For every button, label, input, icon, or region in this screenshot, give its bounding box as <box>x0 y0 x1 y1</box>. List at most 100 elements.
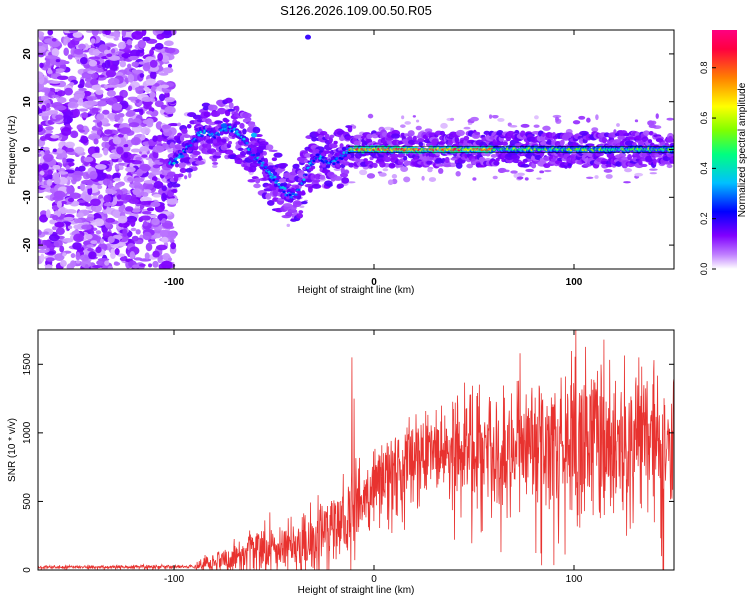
spectrogram-blob <box>237 147 244 151</box>
spectrogram-blob <box>608 132 618 138</box>
spectrogram-blob <box>50 134 60 139</box>
x-tick-label: -100 <box>164 277 184 288</box>
spectrogram-blob <box>73 218 83 224</box>
spectrogram-blob <box>172 188 178 194</box>
spectrogram-blob <box>139 215 151 221</box>
spectrogram-blob <box>216 136 222 141</box>
spectrogram-blob <box>312 179 321 183</box>
spectrogram-blob <box>226 143 231 149</box>
spectrogram-blob <box>167 123 179 127</box>
spectrogram-blob <box>123 143 129 148</box>
spectrogram-blob <box>135 229 141 235</box>
spectrogram-blob <box>585 176 594 179</box>
spectrogram-blob <box>421 175 425 181</box>
spectrogram-blob <box>152 151 159 159</box>
spectrogram-blob <box>152 145 165 153</box>
spectrogram-blob <box>509 125 518 128</box>
spectrogram-blob <box>400 166 409 173</box>
spectrogram-blob <box>129 251 136 259</box>
spectrogram-blob <box>151 176 158 182</box>
spectrogram-blob <box>346 181 356 184</box>
spectrogram-blob <box>301 201 308 205</box>
spectrogram-blob <box>38 174 43 183</box>
spectrogram-blob <box>161 236 169 243</box>
spectrogram-blob <box>127 176 133 182</box>
spectrogram-blob <box>78 165 86 172</box>
spectrogram-blob <box>391 174 398 179</box>
spectrogram-blob <box>227 140 233 145</box>
x-tick-label: 0 <box>371 574 377 585</box>
spectrogram-blob <box>525 168 534 173</box>
spectrogram-blob <box>53 239 63 248</box>
spectrogram-blob <box>167 257 173 262</box>
spectrogram-blob <box>234 105 240 113</box>
spectrogram-blob <box>146 207 155 212</box>
spectrogram-blob <box>239 122 245 129</box>
spectrogram-blob <box>46 179 53 187</box>
spectrogram-blob <box>208 104 218 111</box>
spectrogram-blob <box>64 209 77 214</box>
spectrogram-blob <box>440 122 448 129</box>
spectrogram-blob <box>510 170 518 174</box>
snr-plot-area <box>38 330 674 570</box>
spectrogram-blob <box>212 164 218 168</box>
spectrogram-blob <box>455 171 461 177</box>
spectrogram-blob <box>38 153 42 157</box>
spectrogram-blob <box>415 119 420 123</box>
colorbar-tick-label: 0.6 <box>699 112 709 125</box>
spectrogram-blob <box>141 191 149 197</box>
spectrogram-blob <box>85 216 94 222</box>
spectrogram-blob <box>652 158 657 165</box>
spectrogram-blob <box>51 48 60 57</box>
spectrogram-blob <box>91 84 102 91</box>
spectrogram-blob <box>38 75 45 85</box>
spectrogram-blob <box>78 43 86 50</box>
spectrogram-blob <box>303 174 309 179</box>
spectrogram-blob <box>142 62 151 72</box>
spectrogram-blob <box>102 109 110 115</box>
spectrogram-blob <box>127 143 132 148</box>
spectrogram-blob <box>83 156 94 163</box>
spectrogram-blob <box>200 134 204 138</box>
spectrogram-blob <box>141 134 146 141</box>
spectrogram-blob <box>38 126 43 132</box>
spectrogram-blob <box>126 39 133 46</box>
spectrogram-blob <box>228 125 232 129</box>
spectrogram-blob <box>278 187 284 192</box>
spectrogram-blob <box>136 168 144 177</box>
spectrogram-blob <box>139 163 151 172</box>
spectrogram-blob <box>162 142 167 148</box>
spectrogram-blob <box>95 89 104 96</box>
spectrogram-blob <box>223 118 230 123</box>
spectrogram-blob <box>390 163 397 168</box>
spectrogram-blob <box>63 47 69 56</box>
spectrogram-blob <box>224 129 228 132</box>
spectrogram-blob <box>177 132 183 137</box>
spectrogram-blob <box>44 264 53 269</box>
spectrogram-blob <box>470 116 479 122</box>
spectrogram-blob <box>151 217 160 226</box>
spectrogram-blob <box>149 91 156 99</box>
spectrogram-blob <box>84 194 92 203</box>
spectrogram-blob <box>128 55 140 60</box>
spectrogram-blob <box>96 113 105 121</box>
spectrogram-blob <box>251 132 257 138</box>
spectrogram-blob <box>174 163 180 168</box>
spectrogram-blob <box>188 146 194 151</box>
spectrogram-blob <box>615 161 623 167</box>
spectrogram-blob <box>511 154 520 161</box>
spectrogram-blob <box>60 200 67 205</box>
spectrogram-blob <box>57 97 67 104</box>
spectrogram-blob <box>144 252 150 260</box>
spectrogram-blob <box>617 135 626 140</box>
spectrogram-blob <box>84 264 89 269</box>
spectrogram-blob <box>232 123 238 128</box>
spectrogram-blob <box>536 177 542 180</box>
spectrogram-blob <box>72 31 83 38</box>
spectrogram-blob <box>495 157 500 162</box>
spectrogram-blob <box>123 152 129 159</box>
spectrogram-blob <box>255 152 261 157</box>
y-tick-label: 1000 <box>22 421 33 444</box>
spectrogram-blob <box>248 121 256 128</box>
spectrogram-blob <box>221 123 227 129</box>
